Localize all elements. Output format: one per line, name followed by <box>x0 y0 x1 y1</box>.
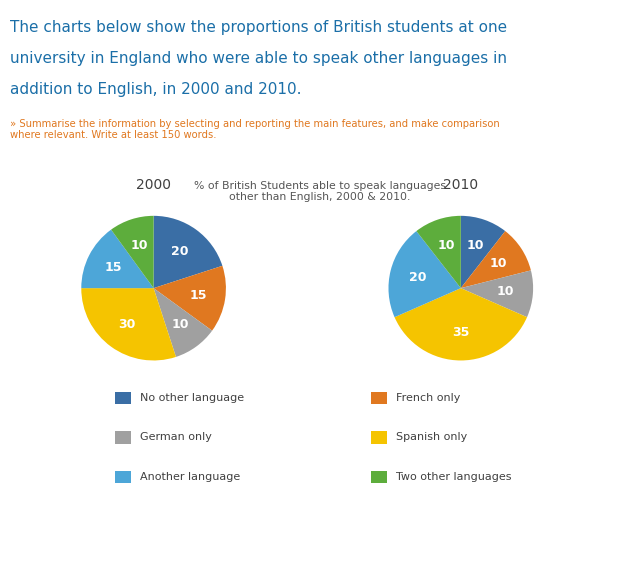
Title: 2000: 2000 <box>136 179 171 193</box>
Text: 35: 35 <box>452 327 470 340</box>
Text: 10: 10 <box>438 239 455 252</box>
Wedge shape <box>111 216 154 288</box>
Wedge shape <box>461 271 533 317</box>
Wedge shape <box>154 216 222 288</box>
Text: 15: 15 <box>189 289 207 302</box>
Text: addition to English, in 2000 and 2010.: addition to English, in 2000 and 2010. <box>10 82 301 97</box>
Text: No other language: No other language <box>140 393 244 403</box>
Title: 2010: 2010 <box>444 179 478 193</box>
Text: Spanish only: Spanish only <box>396 432 467 442</box>
Wedge shape <box>81 229 154 288</box>
Text: % of British Students able to speak languages
other than English, 2000 & 2010.: % of British Students able to speak lang… <box>194 181 446 202</box>
Text: 10: 10 <box>131 239 148 252</box>
Wedge shape <box>388 231 461 317</box>
Wedge shape <box>461 231 531 288</box>
Text: Another language: Another language <box>140 472 240 482</box>
Text: French only: French only <box>396 393 460 403</box>
Text: 30: 30 <box>118 318 136 331</box>
Text: 10: 10 <box>172 318 189 331</box>
Wedge shape <box>81 288 176 360</box>
Text: 10: 10 <box>467 239 484 252</box>
Text: 10: 10 <box>490 257 507 270</box>
Text: 15: 15 <box>105 261 122 274</box>
Text: Two other languages: Two other languages <box>396 472 511 482</box>
Wedge shape <box>417 216 461 288</box>
Wedge shape <box>154 288 212 357</box>
Text: university in England who were able to speak other languages in: university in England who were able to s… <box>10 51 507 66</box>
Text: 20: 20 <box>408 271 426 284</box>
Text: German only: German only <box>140 432 211 442</box>
Wedge shape <box>154 266 226 331</box>
Text: 10: 10 <box>497 285 514 298</box>
Wedge shape <box>461 216 505 288</box>
Text: The charts below show the proportions of British students at one: The charts below show the proportions of… <box>10 20 507 35</box>
Wedge shape <box>395 288 527 360</box>
Text: 20: 20 <box>172 245 189 258</box>
Text: » Summarise the information by selecting and reporting the main features, and ma: » Summarise the information by selecting… <box>10 119 499 140</box>
